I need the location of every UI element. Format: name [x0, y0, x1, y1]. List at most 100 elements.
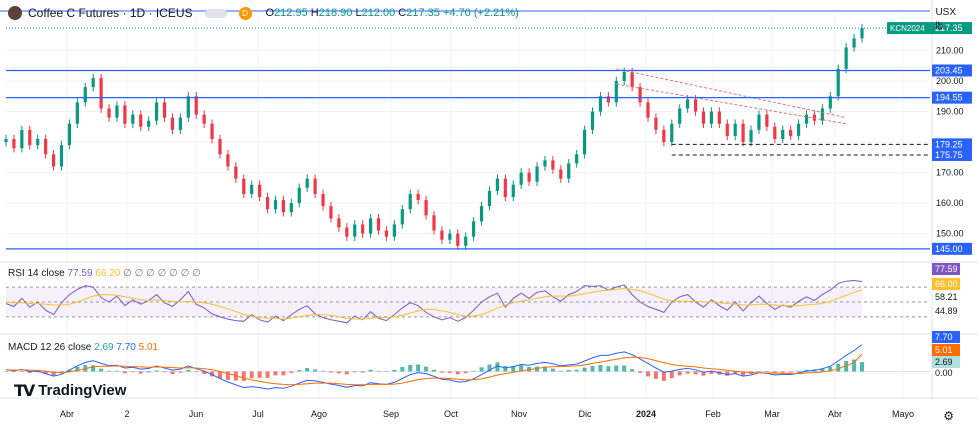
candle-body	[693, 99, 698, 112]
candle-body	[757, 114, 761, 130]
rsi-axis-label: 58.21	[935, 292, 958, 302]
candle-body	[535, 166, 539, 182]
macd-histogram-bar	[138, 371, 143, 374]
macd-histogram-bar	[344, 371, 349, 375]
candle-body	[242, 178, 246, 194]
macd-line	[5, 344, 863, 390]
trend-line-upper	[616, 68, 847, 119]
time-tick-label: Mar	[764, 409, 780, 419]
macd-histogram-bar	[852, 359, 857, 372]
candle-body	[860, 28, 864, 39]
macd-histogram-bar	[289, 371, 294, 373]
candle-body	[218, 139, 222, 155]
candle-body	[432, 215, 436, 231]
macd-histogram-bar	[297, 370, 302, 372]
toggle-icon[interactable]	[204, 8, 227, 18]
macd-histogram-bar	[630, 369, 635, 372]
macd-histogram-bar	[646, 371, 650, 377]
level-label: 175.75	[935, 150, 963, 160]
macd-histogram-bar	[661, 371, 666, 381]
candle-body	[448, 233, 452, 240]
trend-line-lower	[616, 83, 847, 125]
candle-body	[178, 117, 182, 130]
ticker-badge-bg	[887, 22, 932, 35]
macd-histogram-bar	[535, 366, 540, 372]
candle-body	[456, 233, 460, 246]
candle-body	[812, 114, 817, 121]
symbol-title[interactable]: Coffee C Futures · 1D · ICEUS	[28, 6, 193, 20]
macd-histogram-bar	[4, 371, 8, 372]
candle-body	[622, 71, 626, 82]
candle-body	[765, 114, 769, 127]
macd-histogram-bar	[836, 363, 841, 372]
candle-body	[733, 123, 737, 136]
macd-histogram-bar	[677, 371, 682, 376]
macd-histogram-bar	[447, 371, 452, 373]
macd-histogram-bar	[392, 369, 397, 372]
candle-body	[297, 187, 301, 204]
candle-body	[289, 203, 293, 213]
delay-badge: D	[238, 6, 252, 20]
gear-icon[interactable]: ⚙	[943, 409, 954, 423]
macd-histogram-bar	[487, 364, 492, 372]
macd-histogram-bar	[352, 371, 357, 373]
candle-body	[281, 200, 286, 213]
macd-histogram-bar	[408, 364, 413, 372]
macd-histogram-bar	[439, 371, 444, 373]
current-price-bg	[932, 22, 972, 35]
candle-body	[234, 166, 238, 179]
candle-body	[202, 114, 206, 124]
time-tick-label: Nov	[511, 409, 528, 419]
candle-body	[749, 129, 753, 143]
currency-label[interactable]: USX	[935, 7, 956, 18]
macd-histogram-bar	[756, 371, 761, 372]
macd-axis-label: 5.01	[935, 345, 953, 355]
macd-histogram-bar	[241, 371, 246, 381]
candle-body	[614, 81, 618, 103]
macd-histogram-bar	[471, 370, 476, 372]
macd-histogram-bar	[273, 371, 278, 376]
candle-body	[408, 193, 412, 210]
price-tick-label: 190.00	[936, 107, 964, 117]
macd-histogram-bar	[542, 366, 547, 372]
macd-axis-label: 7.70	[935, 332, 953, 342]
current-price-label: 217.35	[935, 23, 963, 33]
macd-histogram-bar	[194, 371, 199, 373]
macd-histogram-bar	[796, 370, 801, 372]
rsi-pane[interactable]	[5, 279, 930, 324]
macd-histogram-bar	[186, 369, 191, 372]
candle-body	[75, 102, 79, 124]
price-tick-label: 210.00	[936, 46, 964, 56]
macd-histogram-bar	[368, 369, 373, 372]
candle-body	[44, 139, 48, 155]
level-label-bg	[932, 242, 972, 255]
time-tick-label: Abr	[828, 409, 842, 419]
candle-body	[115, 105, 119, 118]
candle-body	[273, 200, 278, 210]
level-label-bg	[932, 138, 972, 151]
macd-histogram-bar	[122, 371, 127, 374]
time-tick-label: Ago	[311, 409, 327, 419]
candle-body	[828, 96, 832, 109]
macd-pane[interactable]	[4, 344, 930, 390]
grid	[0, 0, 978, 400]
candle-body	[147, 120, 151, 127]
macd-histogram-bar	[376, 370, 381, 372]
chart-legend: Coffee C Futures · 1D · ICEUS D O212.95 …	[8, 6, 519, 20]
candle-body	[567, 163, 571, 179]
macd-histogram-bar	[614, 365, 619, 372]
macd-histogram-bar	[249, 371, 254, 379]
candle-body	[472, 221, 476, 237]
macd-histogram-bar	[424, 366, 429, 372]
macd-histogram-bar	[828, 366, 833, 372]
time-tick-label: Oct	[444, 409, 459, 419]
candle-body	[678, 108, 682, 124]
candle-body	[400, 209, 404, 225]
axes: Abr 2 Jun Jul Ago Sep Oct Nov Dic 2024 Feb Mar Abr Ma…	[60, 22, 972, 419]
price-pane[interactable]	[4, 23, 930, 251]
unit-label[interactable]: lb	[935, 21, 944, 32]
signal-line	[5, 353, 863, 386]
level-label: 179.25	[935, 139, 963, 149]
candle-body	[329, 206, 333, 219]
unit-selector[interactable]: USX lb	[935, 6, 956, 34]
